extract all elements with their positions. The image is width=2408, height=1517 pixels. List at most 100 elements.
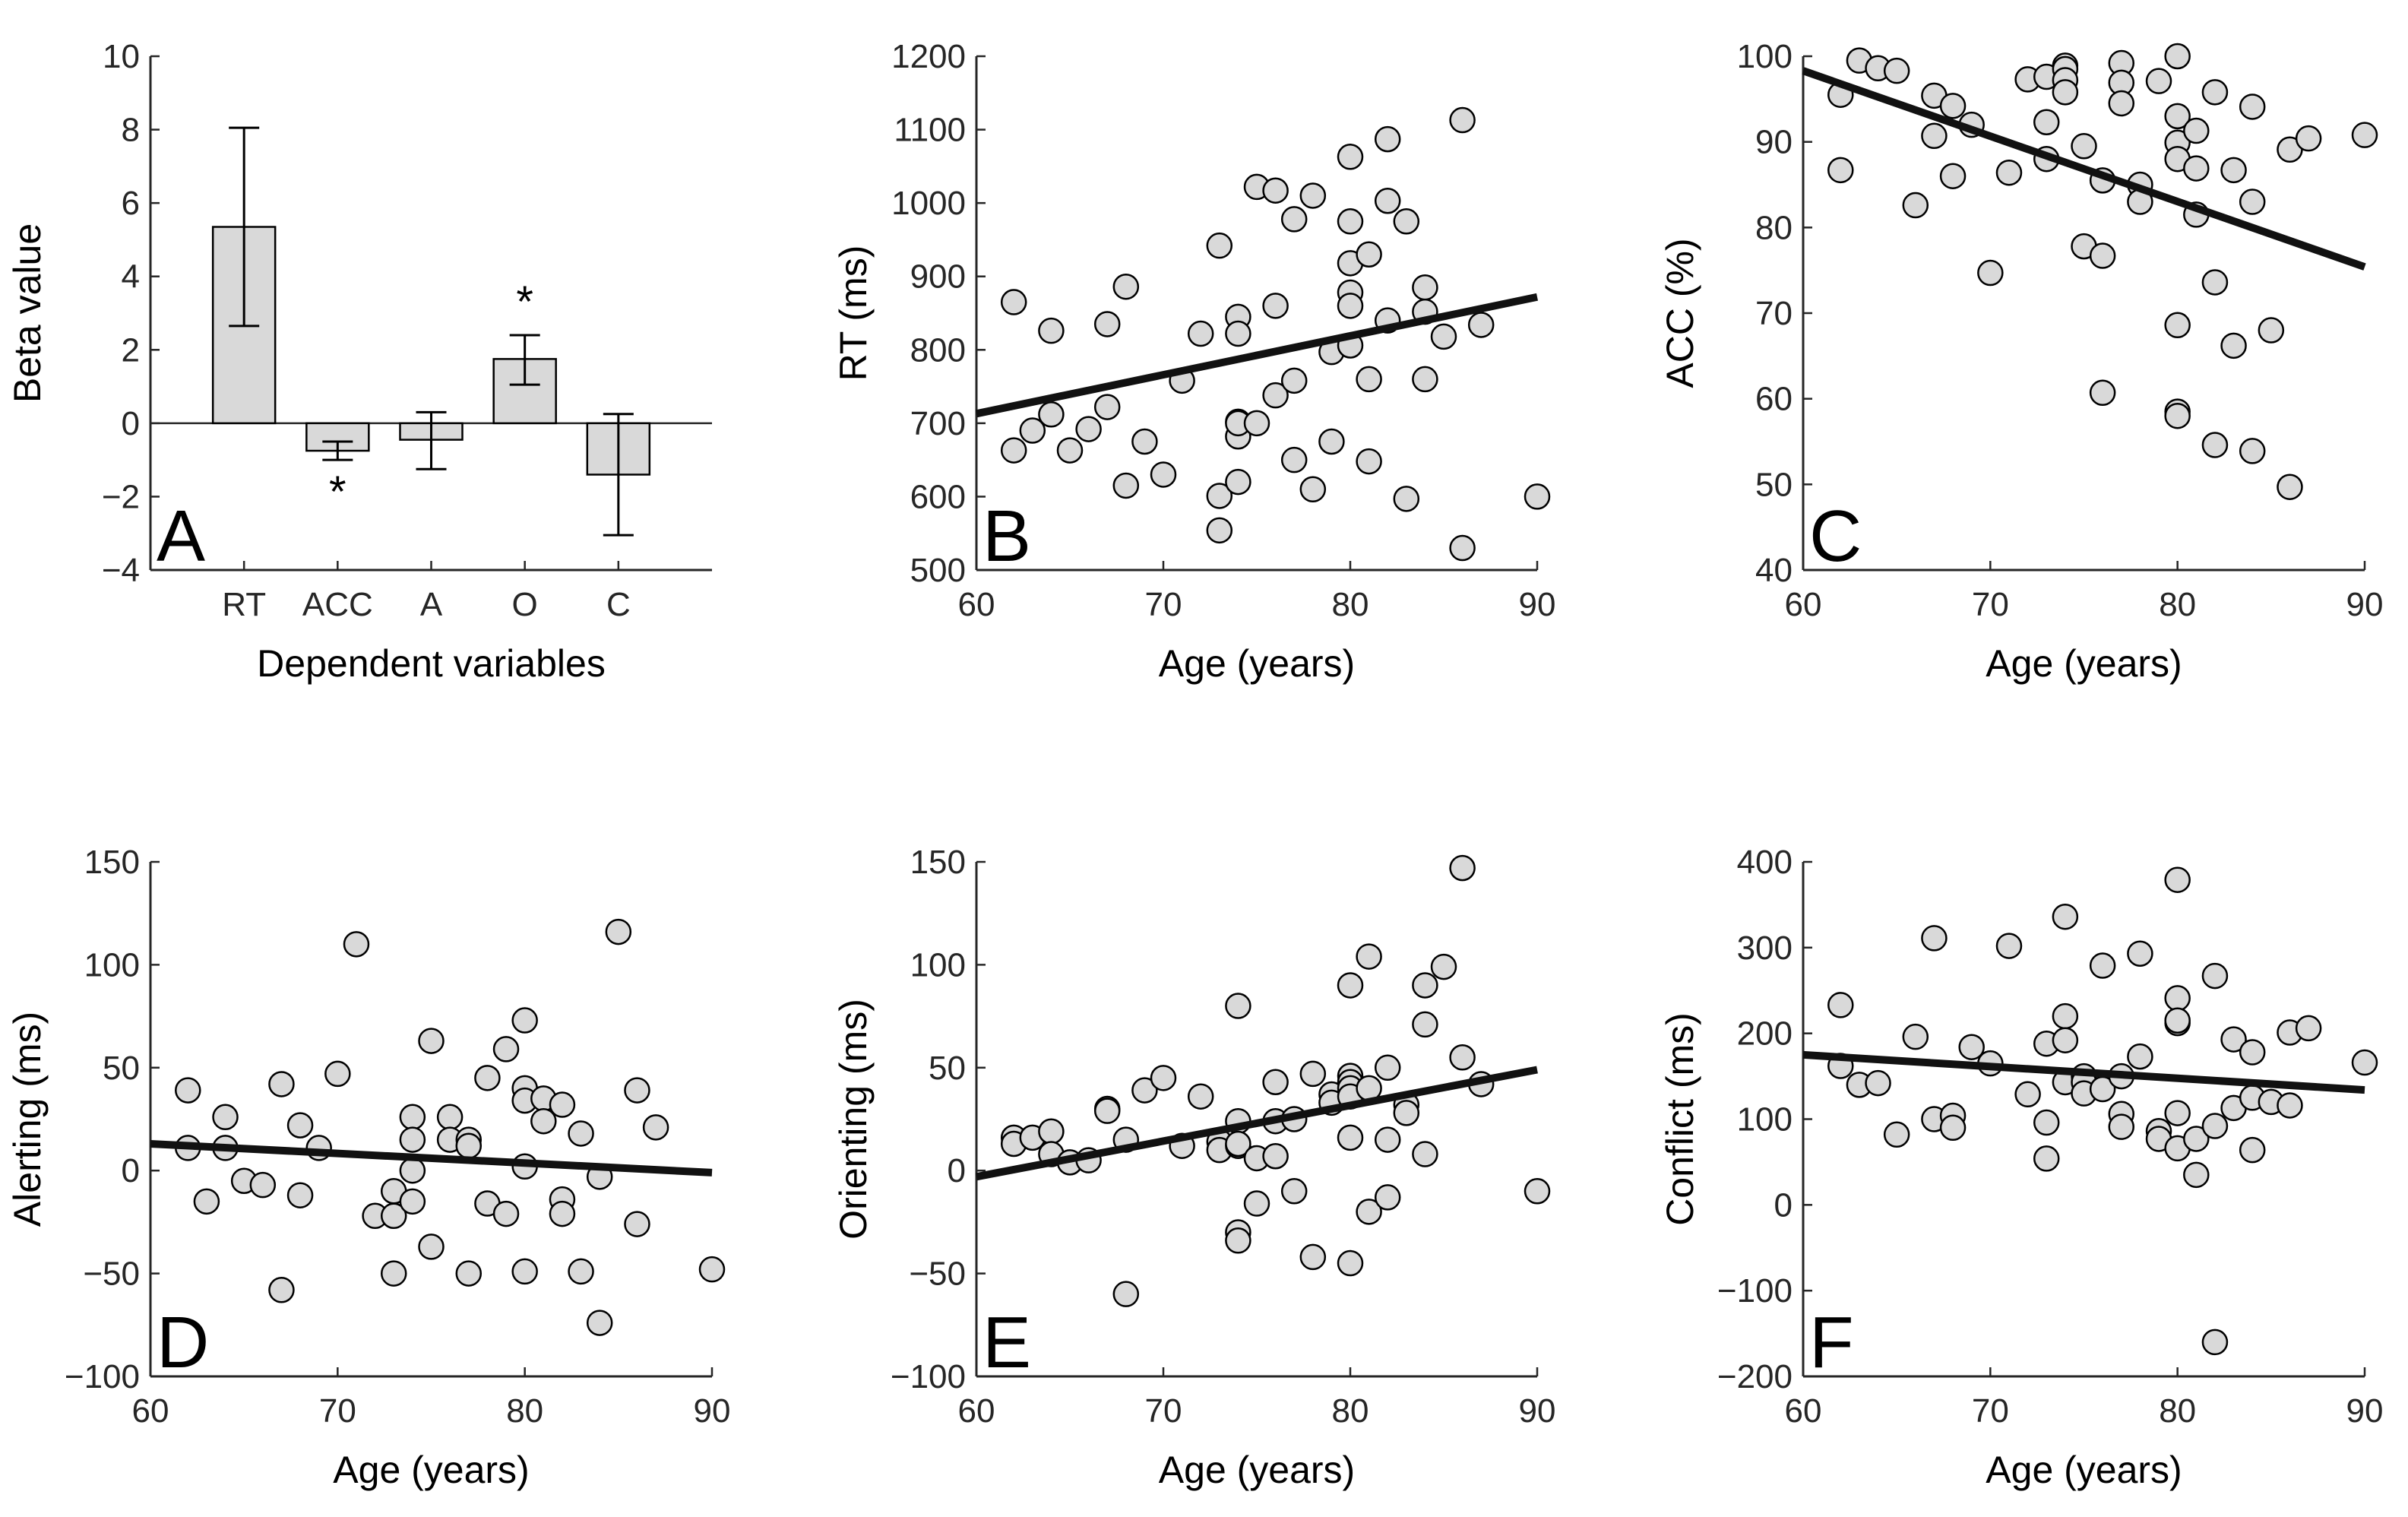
data-point bbox=[1827, 992, 1854, 1018]
data-point bbox=[2052, 1027, 2079, 1053]
y-tick-label: 600 bbox=[910, 478, 966, 515]
y-tick-label: −200 bbox=[1717, 1358, 1793, 1395]
data-point bbox=[605, 918, 632, 945]
x-tick-label: 60 bbox=[1785, 586, 1822, 623]
data-point bbox=[1262, 293, 1289, 319]
data-point bbox=[2201, 1113, 2229, 1139]
data-point bbox=[2201, 432, 2229, 458]
data-point bbox=[1206, 232, 1233, 259]
data-point bbox=[2033, 1145, 2060, 1172]
data-point bbox=[2220, 332, 2247, 359]
data-point bbox=[492, 1200, 520, 1227]
data-point bbox=[1299, 1243, 1327, 1271]
x-tick-label: 70 bbox=[1145, 1392, 1182, 1430]
data-point bbox=[2258, 317, 2285, 344]
regression-line bbox=[1802, 67, 2366, 271]
x-axis-label: Age (years) bbox=[1986, 642, 2182, 685]
x-tick-label: 70 bbox=[1145, 586, 1182, 623]
data-point bbox=[1318, 428, 1345, 455]
data-point bbox=[1939, 1114, 1967, 1142]
data-point bbox=[1430, 323, 1457, 350]
data-point bbox=[455, 1132, 483, 1159]
data-point bbox=[193, 1188, 220, 1215]
data-point bbox=[2164, 103, 2191, 130]
data-point bbox=[1467, 312, 1495, 338]
data-point bbox=[2351, 122, 2378, 148]
data-point bbox=[1075, 416, 1102, 442]
data-point bbox=[1939, 93, 1967, 119]
data-point bbox=[1131, 428, 1158, 455]
y-tick-label: 8 bbox=[122, 112, 140, 149]
data-point bbox=[1225, 320, 1251, 347]
data-point bbox=[380, 1202, 407, 1230]
data-point bbox=[1131, 1077, 1158, 1104]
data-point bbox=[1337, 144, 1364, 170]
data-point bbox=[1243, 410, 1270, 437]
panel-a: −4 −2 0 2 4 6 8 10 RT * ACC A * O C A Dependent variable… bbox=[6, 38, 712, 685]
data-point bbox=[1393, 208, 1420, 235]
data-point bbox=[1280, 367, 1308, 394]
y-tick-label: 900 bbox=[910, 258, 966, 296]
data-point bbox=[1150, 461, 1177, 488]
data-point bbox=[1356, 241, 1382, 268]
data-point bbox=[549, 1200, 576, 1227]
data-point bbox=[2183, 117, 2210, 144]
data-point bbox=[2164, 43, 2191, 70]
data-point bbox=[175, 1077, 201, 1104]
data-point bbox=[2052, 1002, 2079, 1030]
data-point bbox=[2164, 1007, 2191, 1034]
data-point bbox=[1393, 1100, 1420, 1126]
data-point bbox=[436, 1104, 464, 1131]
data-point bbox=[455, 1260, 483, 1287]
data-point bbox=[1038, 317, 1065, 344]
y-tick-label: 1200 bbox=[891, 38, 966, 75]
data-point bbox=[1374, 1054, 1401, 1082]
data-point bbox=[2220, 157, 2247, 184]
panel-f: −200 −100 0 100 200 300 400 60 70 80 90 F Age (years… bbox=[1659, 844, 2383, 1491]
data-point bbox=[2351, 1049, 2378, 1076]
data-point bbox=[1206, 483, 1233, 509]
data-point bbox=[2183, 1161, 2210, 1189]
x-tick-label: 80 bbox=[2159, 1392, 2196, 1430]
y-tick-label: 400 bbox=[1737, 844, 1793, 881]
data-point bbox=[1827, 157, 1854, 184]
y-tick-label: 70 bbox=[1755, 295, 1793, 332]
y-tick-label: 0 bbox=[1774, 1186, 1793, 1224]
y-tick-label: 200 bbox=[1737, 1015, 1793, 1053]
data-point bbox=[1356, 448, 1382, 475]
data-point bbox=[698, 1256, 726, 1283]
y-tick-label: 1000 bbox=[891, 185, 966, 222]
x-tick-label: 60 bbox=[132, 1392, 169, 1430]
data-point bbox=[1374, 187, 1401, 214]
regression-line bbox=[975, 293, 1539, 418]
regression-line bbox=[976, 1066, 1538, 1181]
panel-label: F bbox=[1809, 1302, 1854, 1383]
data-point bbox=[1393, 486, 1420, 512]
data-point bbox=[2239, 1136, 2266, 1164]
data-point bbox=[1412, 1141, 1438, 1167]
data-point bbox=[2033, 1109, 2060, 1136]
data-point bbox=[1337, 1249, 1364, 1277]
data-point bbox=[2201, 269, 2229, 296]
panel-label: A bbox=[157, 496, 205, 577]
data-point bbox=[2295, 125, 2322, 152]
data-point bbox=[399, 1157, 426, 1184]
data-point bbox=[1262, 1069, 1289, 1096]
y-tick-label: 10 bbox=[103, 38, 140, 75]
bar-o bbox=[492, 358, 557, 425]
data-point bbox=[2164, 312, 2191, 339]
data-point bbox=[2201, 1329, 2229, 1356]
data-point bbox=[2239, 93, 2266, 120]
data-point bbox=[1883, 1121, 1910, 1148]
panel-label: E bbox=[983, 1302, 1031, 1383]
y-tick-label: 700 bbox=[910, 405, 966, 442]
y-axis-label: RT (ms) bbox=[832, 245, 875, 382]
panel-label: B bbox=[983, 496, 1031, 577]
data-point bbox=[1337, 293, 1364, 319]
data-point bbox=[2127, 1043, 2153, 1070]
x-tick-label: 90 bbox=[2346, 586, 2384, 623]
data-point bbox=[2052, 79, 2079, 106]
significance-star: * bbox=[516, 277, 533, 327]
data-point bbox=[1337, 972, 1364, 999]
